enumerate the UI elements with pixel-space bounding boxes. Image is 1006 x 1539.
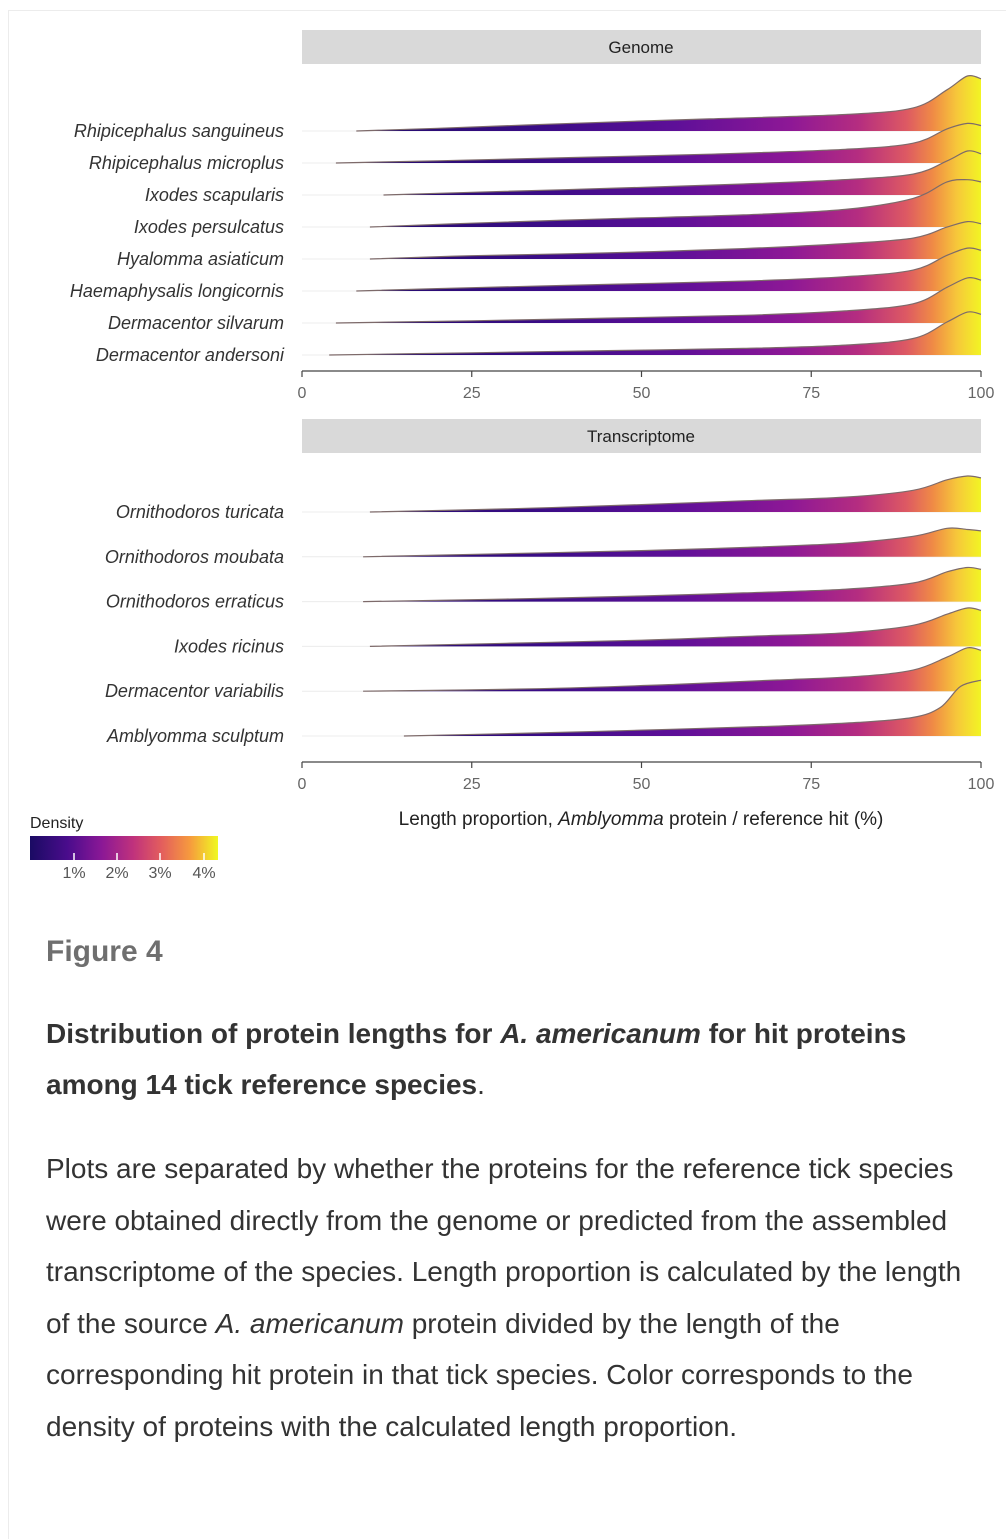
- figure-description: Plots are separated by whether the prote…: [46, 1153, 962, 1442]
- ridge-area: [363, 527, 982, 557]
- ridge-outline: [356, 247, 982, 292]
- legend-tick-label: 3%: [148, 865, 171, 882]
- legend-colorbar: [30, 836, 218, 860]
- ridge-outline: [383, 150, 982, 196]
- panel-transcriptome: Transcriptome Ornithodoros turicataOrnit…: [105, 419, 995, 793]
- species-label: Ixodes persulcatus: [134, 217, 284, 237]
- x-tick-label: 100: [968, 776, 995, 793]
- ridge-area: [369, 475, 981, 512]
- ridge-area: [356, 247, 981, 291]
- ridge-area: [335, 277, 981, 323]
- species-label: Dermacentor andersoni: [96, 345, 285, 365]
- x-tick-label: 75: [802, 776, 820, 793]
- ridge-outline: [356, 74, 982, 132]
- figure-card: [8, 10, 1006, 1539]
- species-label: Amblyomma sculptum: [106, 726, 284, 746]
- x-tick-label: 100: [968, 385, 995, 402]
- species-label: Dermacentor variabilis: [105, 681, 284, 701]
- x-ticks-genome: 0 25 50 75 100: [298, 371, 995, 402]
- ridges-genome: [329, 74, 982, 356]
- ridge-outline: [363, 527, 982, 558]
- ridge-outline: [403, 679, 982, 737]
- figure-label: Figure 4: [46, 935, 163, 968]
- ridge-outline: [369, 220, 982, 260]
- x-tick-label: 50: [633, 776, 651, 793]
- x-tick-label: 50: [633, 385, 651, 402]
- species-label: Ixodes ricinus: [174, 636, 284, 656]
- ridge-area: [383, 150, 981, 195]
- species-labels-genome: Rhipicephalus sanguineus Rhipicephalus mi…: [70, 121, 285, 365]
- x-tick-label: 0: [298, 776, 307, 793]
- strip-label-transcriptome: Transcriptome: [587, 427, 695, 446]
- species-label: Ornithodoros moubata: [105, 547, 284, 567]
- species-label: Haemaphysalis longicornis: [70, 281, 284, 301]
- x-ticks-transcriptome: 0 25 50 75 100: [298, 762, 995, 793]
- legend-tick-label: 4%: [192, 865, 215, 882]
- panel-strip-genome: [302, 30, 981, 64]
- ridge-area: [356, 75, 981, 131]
- ridge-area: [369, 607, 981, 647]
- species-label: Ixodes scapularis: [145, 185, 284, 205]
- ridge-outline: [329, 311, 982, 356]
- panel-strip-transcriptome: [302, 419, 981, 453]
- x-axis-title: Length proportion, Amblyomma protein / r…: [399, 809, 884, 830]
- legend-tick-label: 2%: [105, 865, 128, 882]
- species-label: Rhipicephalus microplus: [89, 153, 284, 173]
- ridge-area: [329, 311, 981, 355]
- legend-title: Density: [30, 815, 83, 832]
- x-tick-label: 75: [802, 385, 820, 402]
- species-label: Ornithodoros erraticus: [106, 592, 284, 612]
- ridge-outline: [335, 122, 982, 164]
- figure-title: Distribution of protein lengths for A. a…: [46, 1018, 907, 1100]
- ridge-area: [369, 179, 981, 227]
- ridge-outline: [335, 277, 982, 324]
- ridge-area: [403, 680, 981, 736]
- legend-tick-label: 1%: [62, 865, 85, 882]
- species-label: Dermacentor silvarum: [108, 313, 284, 333]
- ridge-outline: [369, 178, 982, 228]
- ridge-outline: [369, 607, 982, 647]
- legend-ticks: 1% 2% 3% 4%: [62, 853, 216, 882]
- ridge-area: [363, 647, 982, 692]
- ridge-area: [335, 123, 981, 163]
- strip-label-genome: Genome: [608, 38, 673, 57]
- figure-chart: Genome Rhipicephalus sanguineusRhipiceph…: [30, 30, 995, 882]
- species-label: Hyalomma asiaticum: [117, 249, 284, 269]
- density-legend: Density 1% 2% 3% 4%: [30, 815, 218, 882]
- ridge-area: [363, 567, 982, 602]
- species-label: Rhipicephalus sanguineus: [74, 121, 284, 141]
- ridge-area: [369, 221, 981, 259]
- x-tick-label: 25: [463, 385, 481, 402]
- species-labels-transcriptome: Ornithodoros turicata Ornithodoros moubat…: [105, 502, 284, 746]
- ridge-outline: [363, 646, 982, 692]
- ridge-outline: [369, 475, 982, 513]
- ridge-outline: [363, 566, 982, 603]
- ridges-transcriptome: [363, 475, 982, 737]
- x-tick-label: 0: [298, 385, 307, 402]
- species-label: Ornithodoros turicata: [116, 502, 284, 522]
- panel-genome: Genome Rhipicephalus sanguineusRhipiceph…: [70, 30, 995, 402]
- x-tick-label: 25: [463, 776, 481, 793]
